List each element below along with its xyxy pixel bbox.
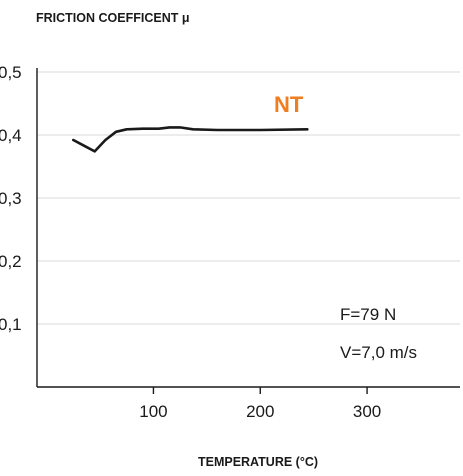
y-tick-label: 0,5 [0,63,22,82]
y-tick-label: 0,3 [0,189,22,208]
series-line-nt [72,126,309,153]
x-tick-label: 100 [139,402,167,421]
y-tick-label: 0,2 [0,252,22,271]
y-tick-label: 0,1 [0,315,22,334]
x-tick-label: 300 [353,402,381,421]
x-tick-label: 200 [246,402,274,421]
x-axis-title: TEMPERATURE (°C) [198,455,318,469]
axes [36,68,460,388]
y-axis-title: FRICTION COEFFICENT μ [36,11,189,25]
series-group [72,126,309,153]
annotation-force: F=79 N [340,305,396,324]
annotation-velocity: V=7,0 m/s [340,343,417,362]
y-tick-labels: 0,1 0,2 0,3 0,4 0,5 [0,63,22,334]
x-tick-labels: 100 200 300 [139,387,381,421]
series-label-nt: NT [274,92,304,117]
grid-lines [37,71,460,325]
y-tick-label: 0,4 [0,126,22,145]
